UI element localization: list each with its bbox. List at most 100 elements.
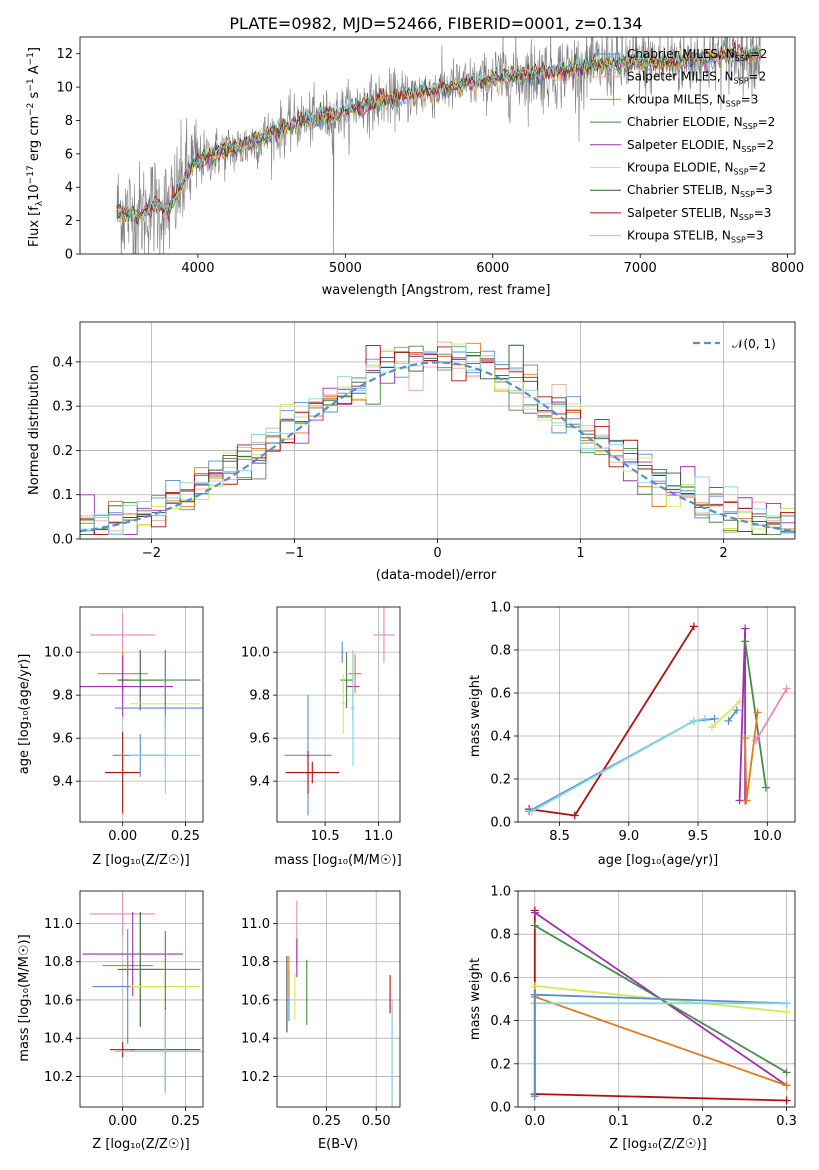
series-marker: [530, 908, 539, 917]
series-marker: [700, 714, 709, 723]
y-tick-label: 8: [65, 114, 73, 129]
y-tick-label: 9.6: [249, 732, 270, 747]
y-tick-label: 10: [56, 81, 73, 96]
ticks: 0.00 0.25 9.4 9.6 9.8 10.0: [44, 646, 200, 844]
x-tick-label: 0.00: [108, 1114, 137, 1129]
legend-label: Salpeter MILES, NSSP=2: [627, 70, 766, 86]
x-tick-label: 8.5: [549, 829, 570, 844]
axes-frame: [79, 890, 204, 1108]
series-marker: [752, 736, 761, 745]
series-marker: [782, 1096, 791, 1105]
y-tick-label: 0.6: [490, 687, 511, 702]
age-vs-mass-panel: 10.5 11.0 9.4 9.6 9.8 10.0: [241, 606, 401, 844]
x-tick-label: 2: [719, 546, 727, 561]
spectrum-ylabel: Flux [fλ10−17 erg cm−2 s−1 A−1]: [26, 47, 45, 247]
x-tick-label: 0.50: [362, 1114, 391, 1129]
series-line-5: [534, 993, 787, 1005]
y-tick-label: 0.4: [52, 355, 73, 370]
axes-frame: [276, 890, 401, 1108]
legend-label: Chabrier MILES, NSSP=2: [627, 47, 767, 63]
y-tick-label: 0.4: [490, 730, 511, 745]
data-point-3: [80, 656, 173, 717]
y-tick-label: 10.4: [44, 1032, 73, 1047]
series-marker: [782, 1007, 791, 1016]
mass-weight-vs-Z-panel: 0.0 0.1 0.2 0.3 0.0 0.2 0.4 0.6 0.8 1.0: [490, 885, 797, 1130]
mass-weight-vs-Z-ylabel: mass weight: [468, 958, 483, 1040]
mass-vs-EBV-panel: 0.25 0.50 10.2 10.4 10.6 10.8 11.0: [241, 890, 401, 1129]
y-tick-label: 11.0: [241, 917, 270, 932]
y-tick-label: 9.8: [249, 689, 270, 704]
ticks: −2 −1 0 1 2 0.0 0.1 0.2 0.3 0.4: [52, 355, 727, 561]
y-tick-label: 6: [65, 147, 73, 162]
x-tick-label: 0.00: [108, 829, 137, 844]
data-point-9: [373, 607, 395, 663]
ticks: 0.00 0.25 10.2 10.4 10.6 10.8 11.0: [44, 917, 200, 1129]
y-tick-label: 0.1: [52, 488, 73, 503]
data-point-0: [90, 891, 156, 937]
data-point-7: [341, 673, 346, 734]
y-tick-label: 4: [65, 181, 73, 196]
mass-weight-vs-age-panel: 8.5 9.0 9.5 10.0 0.0 0.2 0.4 0.6 0.8 1.0: [490, 601, 796, 844]
y-tick-label: 0.6: [490, 971, 511, 986]
data-point-8: [350, 650, 356, 767]
x-tick-label: 11.0: [364, 829, 393, 844]
age-vs-Z-ylabel: age [log₁₀(age/yr)]: [17, 654, 32, 775]
y-tick-label: 10.0: [44, 646, 73, 661]
series-line-7: [744, 712, 759, 801]
series-marker: [530, 990, 539, 999]
series-marker: [782, 1081, 791, 1090]
age-vs-mass-xlabel: mass [log₁₀(M/M☉)]: [274, 853, 401, 868]
y-tick-label: 9.4: [52, 775, 73, 790]
axes-frame: [79, 321, 796, 540]
y-tick-label: 11.0: [44, 917, 73, 932]
data-point-3: [82, 912, 183, 997]
data-point-9: [130, 716, 201, 795]
y-tick-label: 0.8: [490, 644, 511, 659]
x-tick-label: 0.25: [312, 1114, 341, 1129]
y-tick-label: 10.0: [241, 646, 270, 661]
series-marker: [782, 684, 791, 693]
data-point-4: [340, 652, 353, 709]
series-line-8: [755, 688, 788, 741]
y-tick-label: 1.0: [490, 601, 511, 616]
x-tick-label: 0.2: [692, 1114, 713, 1129]
y-tick-label: 10.6: [241, 993, 270, 1008]
y-tick-label: 10.8: [44, 955, 73, 970]
data-point-9: [115, 1009, 203, 1094]
data-point-3: [341, 641, 344, 663]
data-point-7: [130, 931, 201, 1008]
series-marker: [741, 637, 750, 646]
y-tick-label: 0.2: [52, 444, 73, 459]
axes-frame: [79, 606, 204, 823]
series-marker: [782, 999, 791, 1008]
ticks: 0.25 0.50 10.2 10.4 10.6 10.8 11.0: [241, 917, 391, 1129]
legend-label: Kroupa MILES, NSSP=3: [627, 92, 758, 108]
x-tick-label: 6000: [476, 261, 509, 276]
x-tick-label: 10.0: [753, 829, 782, 844]
series-marker: [741, 624, 750, 633]
data-point-6: [348, 654, 362, 693]
series-marker: [742, 796, 751, 805]
series-line-3: [711, 700, 741, 729]
y-tick-label: 10.4: [241, 1032, 270, 1047]
y-tick-label: 2: [65, 214, 73, 229]
x-tick-label: 0.25: [171, 829, 200, 844]
axes-frame: [517, 606, 796, 823]
data-point-2: [285, 761, 340, 784]
series-marker: [710, 714, 719, 723]
x-tick-label: 0: [433, 546, 441, 561]
figure-title: PLATE=0982, MJD=52466, FIBERID=0001, z=0…: [229, 14, 642, 33]
series-line-5: [738, 628, 746, 801]
mass-weight-vs-age-ylabel: mass weight: [468, 675, 483, 757]
residual-xlabel: (data-model)/error: [376, 568, 497, 583]
y-tick-label: 1.0: [490, 885, 511, 900]
legend-label: Salpeter STELIB, NSSP=3: [627, 206, 771, 222]
axes-frame: [79, 36, 796, 255]
series-marker: [530, 982, 539, 991]
y-tick-label: 12: [56, 47, 73, 62]
y-tick-label: 9.8: [52, 689, 73, 704]
ticks: 4000 5000 6000 7000 8000 0 2 4 6 8 10 12: [56, 47, 804, 276]
series-marker: [761, 783, 770, 792]
y-tick-label: 9.4: [249, 775, 270, 790]
